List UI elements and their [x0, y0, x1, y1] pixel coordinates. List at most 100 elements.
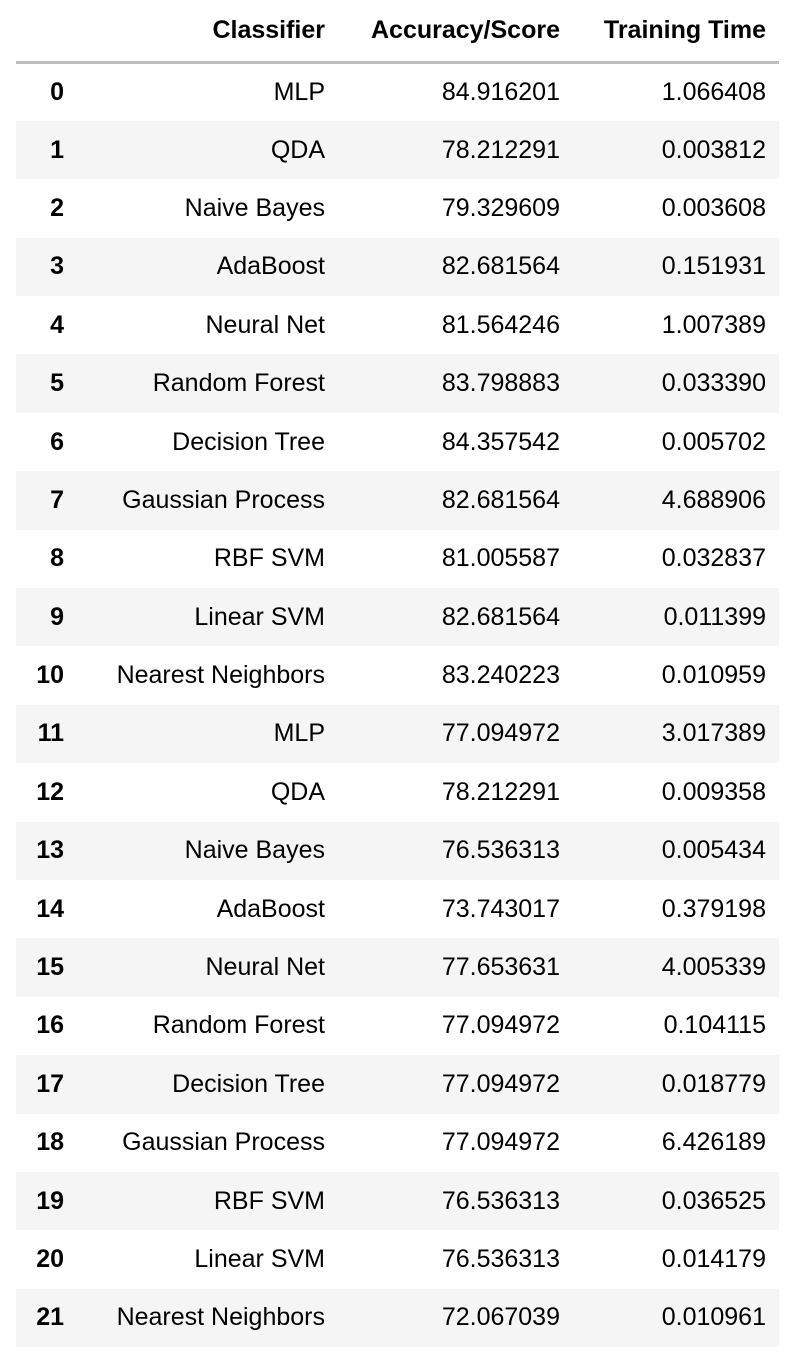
row-index: 18	[36, 1128, 64, 1157]
classifier-cell: Decision Tree	[172, 427, 325, 456]
results-table: Classifier Accuracy/Score Training Time …	[16, 0, 779, 1348]
table-row: 16 Random Forest 77.094972 0.104115	[16, 996, 779, 1056]
row-index: 10	[36, 661, 64, 690]
row-index: 11	[37, 719, 64, 748]
training-time-cell: 0.010959	[661, 661, 766, 690]
row-index: 7	[50, 485, 64, 514]
classifier-cell: Linear SVM	[194, 1245, 325, 1273]
classifier-cell: Linear SVM	[194, 602, 325, 631]
classifier-cell: RBF SVM	[213, 1186, 325, 1215]
accuracy-cell: 81.564246	[441, 310, 560, 339]
training-time-cell: 0.379198	[661, 894, 766, 923]
table-header: Classifier Accuracy/Score Training Time	[16, 0, 779, 64]
accuracy-cell: 82.681564	[441, 602, 560, 631]
accuracy-cell: 77.094972	[441, 1069, 560, 1098]
classifier-cell: QDA	[270, 135, 325, 164]
classifier-cell: RBF SVM	[213, 544, 325, 573]
accuracy-cell: 82.681564	[441, 252, 560, 281]
training-time-cell: 0.011399	[663, 602, 766, 631]
training-time-cell: 0.036525	[661, 1186, 766, 1215]
classifier-cell: QDA	[270, 777, 325, 806]
training-time-cell: 4.005339	[661, 953, 766, 982]
classifier-cell: Nearest Neighbors	[116, 1303, 325, 1332]
table-body: 0 MLP 84.916201 1.066408 1 QDA 78.212291 0.0038…	[16, 62, 779, 1348]
table-row: 8 RBF SVM 81.005587 0.032837	[16, 529, 779, 589]
table-row: 19 RBF SVM 76.536313 0.036525	[16, 1171, 779, 1231]
table-row: 21 Nearest Neighbors 72.067039 0.010961	[16, 1288, 779, 1348]
training-time-cell: 0.032837	[661, 544, 766, 573]
training-time-cell: 1.066408	[661, 77, 766, 106]
row-index: 9	[50, 602, 64, 631]
table-row: 4 Neural Net 81.564246 1.007389	[16, 296, 779, 355]
training-time-cell: 0.014179	[661, 1245, 766, 1273]
table-row: 13 Naive Bayes 76.536313 0.005434	[16, 821, 779, 880]
training-time-cell: 0.009358	[661, 777, 766, 806]
table-row: 10 Nearest Neighbors 83.240223 0.010959	[16, 646, 779, 705]
row-index: 21	[36, 1303, 64, 1332]
accuracy-cell: 83.798883	[441, 369, 560, 398]
training-time-cell: 4.688906	[661, 485, 766, 514]
row-index: 3	[50, 252, 64, 281]
accuracy-cell: 73.743017	[441, 894, 560, 923]
classifier-cell: Neural Net	[205, 953, 326, 982]
accuracy-cell: 81.005587	[441, 544, 560, 573]
training-time-cell: 0.151931	[661, 252, 766, 281]
training-time-cell: 3.017389	[661, 719, 766, 748]
table-row: 15 Neural Net 77.653631 4.005339	[16, 938, 779, 997]
accuracy-cell: 76.536313	[441, 1186, 560, 1215]
classifier-cell: Gaussian Process	[122, 1128, 325, 1157]
training-time-cell: 0.104115	[663, 1011, 766, 1040]
row-index: 14	[36, 894, 64, 923]
dataframe-output: Classifier Accuracy/Score Training Time …	[16, 0, 779, 1348]
row-index: 12	[36, 777, 64, 806]
classifier-cell: Neural Net	[205, 310, 326, 339]
row-index: 1	[50, 135, 64, 164]
accuracy-cell: 77.094972	[441, 1011, 560, 1040]
classifier-cell: Gaussian Process	[122, 485, 325, 514]
training-time-cell: 0.003608	[661, 193, 766, 222]
row-index: 5	[50, 369, 64, 398]
table-row: 18 Gaussian Process 77.094972 6.426189	[16, 1113, 779, 1172]
row-index: 13	[36, 836, 64, 865]
accuracy-cell: 82.681564	[441, 485, 560, 514]
accuracy-cell: 84.916201	[441, 77, 560, 106]
table-row: 1 QDA 78.212291 0.003812	[16, 120, 779, 180]
row-index: 17	[36, 1069, 64, 1098]
row-index: 19	[36, 1186, 64, 1215]
table-row: 7 Gaussian Process 82.681564 4.688906	[16, 471, 779, 530]
table-row: 17 Decision Tree 77.094972 0.018779	[16, 1055, 779, 1114]
accuracy-cell: 77.094972	[441, 719, 560, 748]
row-index: 8	[50, 544, 64, 573]
header-row: Classifier Accuracy/Score Training Time	[16, 0, 779, 64]
accuracy-cell: 79.329609	[441, 193, 560, 222]
accuracy-header: Accuracy/Score	[338, 0, 573, 64]
table-row: 20 Linear SVM 76.536313 0.014179	[16, 1230, 779, 1289]
row-index: 20	[36, 1245, 64, 1273]
table-row: 9 Linear SVM 82.681564 0.011399	[16, 588, 779, 647]
classifier-cell: Naive Bayes	[184, 193, 325, 222]
accuracy-cell: 72.067039	[441, 1303, 560, 1332]
table-row: 3 AdaBoost 82.681564 0.151931	[16, 237, 779, 297]
table-row: 14 AdaBoost 73.743017 0.379198	[16, 879, 779, 939]
training-time-cell: 0.018779	[661, 1069, 766, 1098]
accuracy-cell: 77.653631	[441, 953, 560, 982]
classifier-cell: Naive Bayes	[184, 836, 325, 865]
accuracy-cell: 84.357542	[441, 427, 560, 456]
accuracy-cell: 78.212291	[441, 777, 560, 806]
classifier-cell: MLP	[273, 719, 325, 748]
training-time-cell: 0.005702	[661, 427, 766, 456]
table-row: 2 Naive Bayes 79.329609 0.003608	[16, 179, 779, 238]
classifier-cell: AdaBoost	[216, 894, 325, 923]
classifier-cell: Nearest Neighbors	[116, 661, 325, 690]
index-header	[16, 0, 78, 64]
classifier-cell: Decision Tree	[172, 1069, 325, 1098]
training-time-cell: 0.003812	[661, 135, 766, 164]
training-time-header: Training Time	[573, 0, 779, 64]
training-time-cell: 0.005434	[661, 836, 766, 865]
classifier-cell: AdaBoost	[216, 252, 325, 281]
row-index: 6	[50, 427, 64, 456]
classifier-header: Classifier	[78, 0, 338, 64]
classifier-cell: MLP	[273, 77, 325, 106]
accuracy-cell: 78.212291	[441, 135, 560, 164]
training-time-cell: 6.426189	[661, 1128, 766, 1157]
